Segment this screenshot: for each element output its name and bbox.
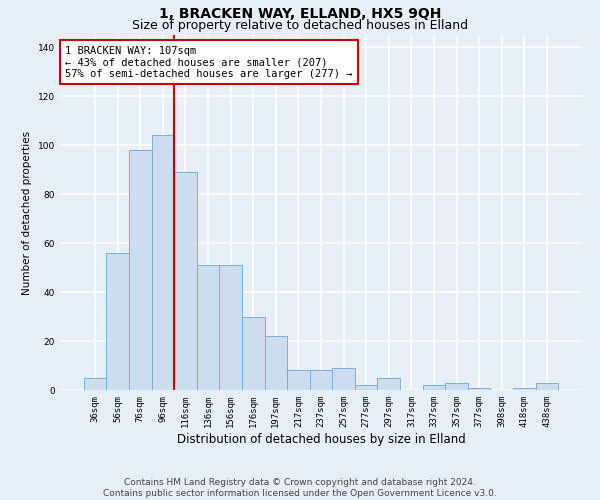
Bar xyxy=(220,265,242,390)
Bar xyxy=(310,370,332,390)
Text: Size of property relative to detached houses in Elland: Size of property relative to detached ho… xyxy=(132,19,468,32)
Bar xyxy=(355,385,377,390)
Bar xyxy=(468,388,490,390)
Bar xyxy=(174,172,197,390)
Bar xyxy=(152,136,174,390)
Text: 1, BRACKEN WAY, ELLAND, HX5 9QH: 1, BRACKEN WAY, ELLAND, HX5 9QH xyxy=(159,8,441,22)
Bar xyxy=(287,370,310,390)
Bar xyxy=(536,382,558,390)
Bar xyxy=(377,378,400,390)
Bar xyxy=(513,388,536,390)
Text: 1 BRACKEN WAY: 107sqm
← 43% of detached houses are smaller (207)
57% of semi-det: 1 BRACKEN WAY: 107sqm ← 43% of detached … xyxy=(65,46,353,79)
Bar xyxy=(422,385,445,390)
Bar xyxy=(84,378,106,390)
Bar xyxy=(197,265,220,390)
Y-axis label: Number of detached properties: Number of detached properties xyxy=(22,130,32,294)
Text: Contains HM Land Registry data © Crown copyright and database right 2024.
Contai: Contains HM Land Registry data © Crown c… xyxy=(103,478,497,498)
Bar xyxy=(106,253,129,390)
Bar xyxy=(242,316,265,390)
X-axis label: Distribution of detached houses by size in Elland: Distribution of detached houses by size … xyxy=(176,432,466,446)
Bar xyxy=(445,382,468,390)
Bar xyxy=(265,336,287,390)
Bar xyxy=(332,368,355,390)
Bar xyxy=(129,150,152,390)
